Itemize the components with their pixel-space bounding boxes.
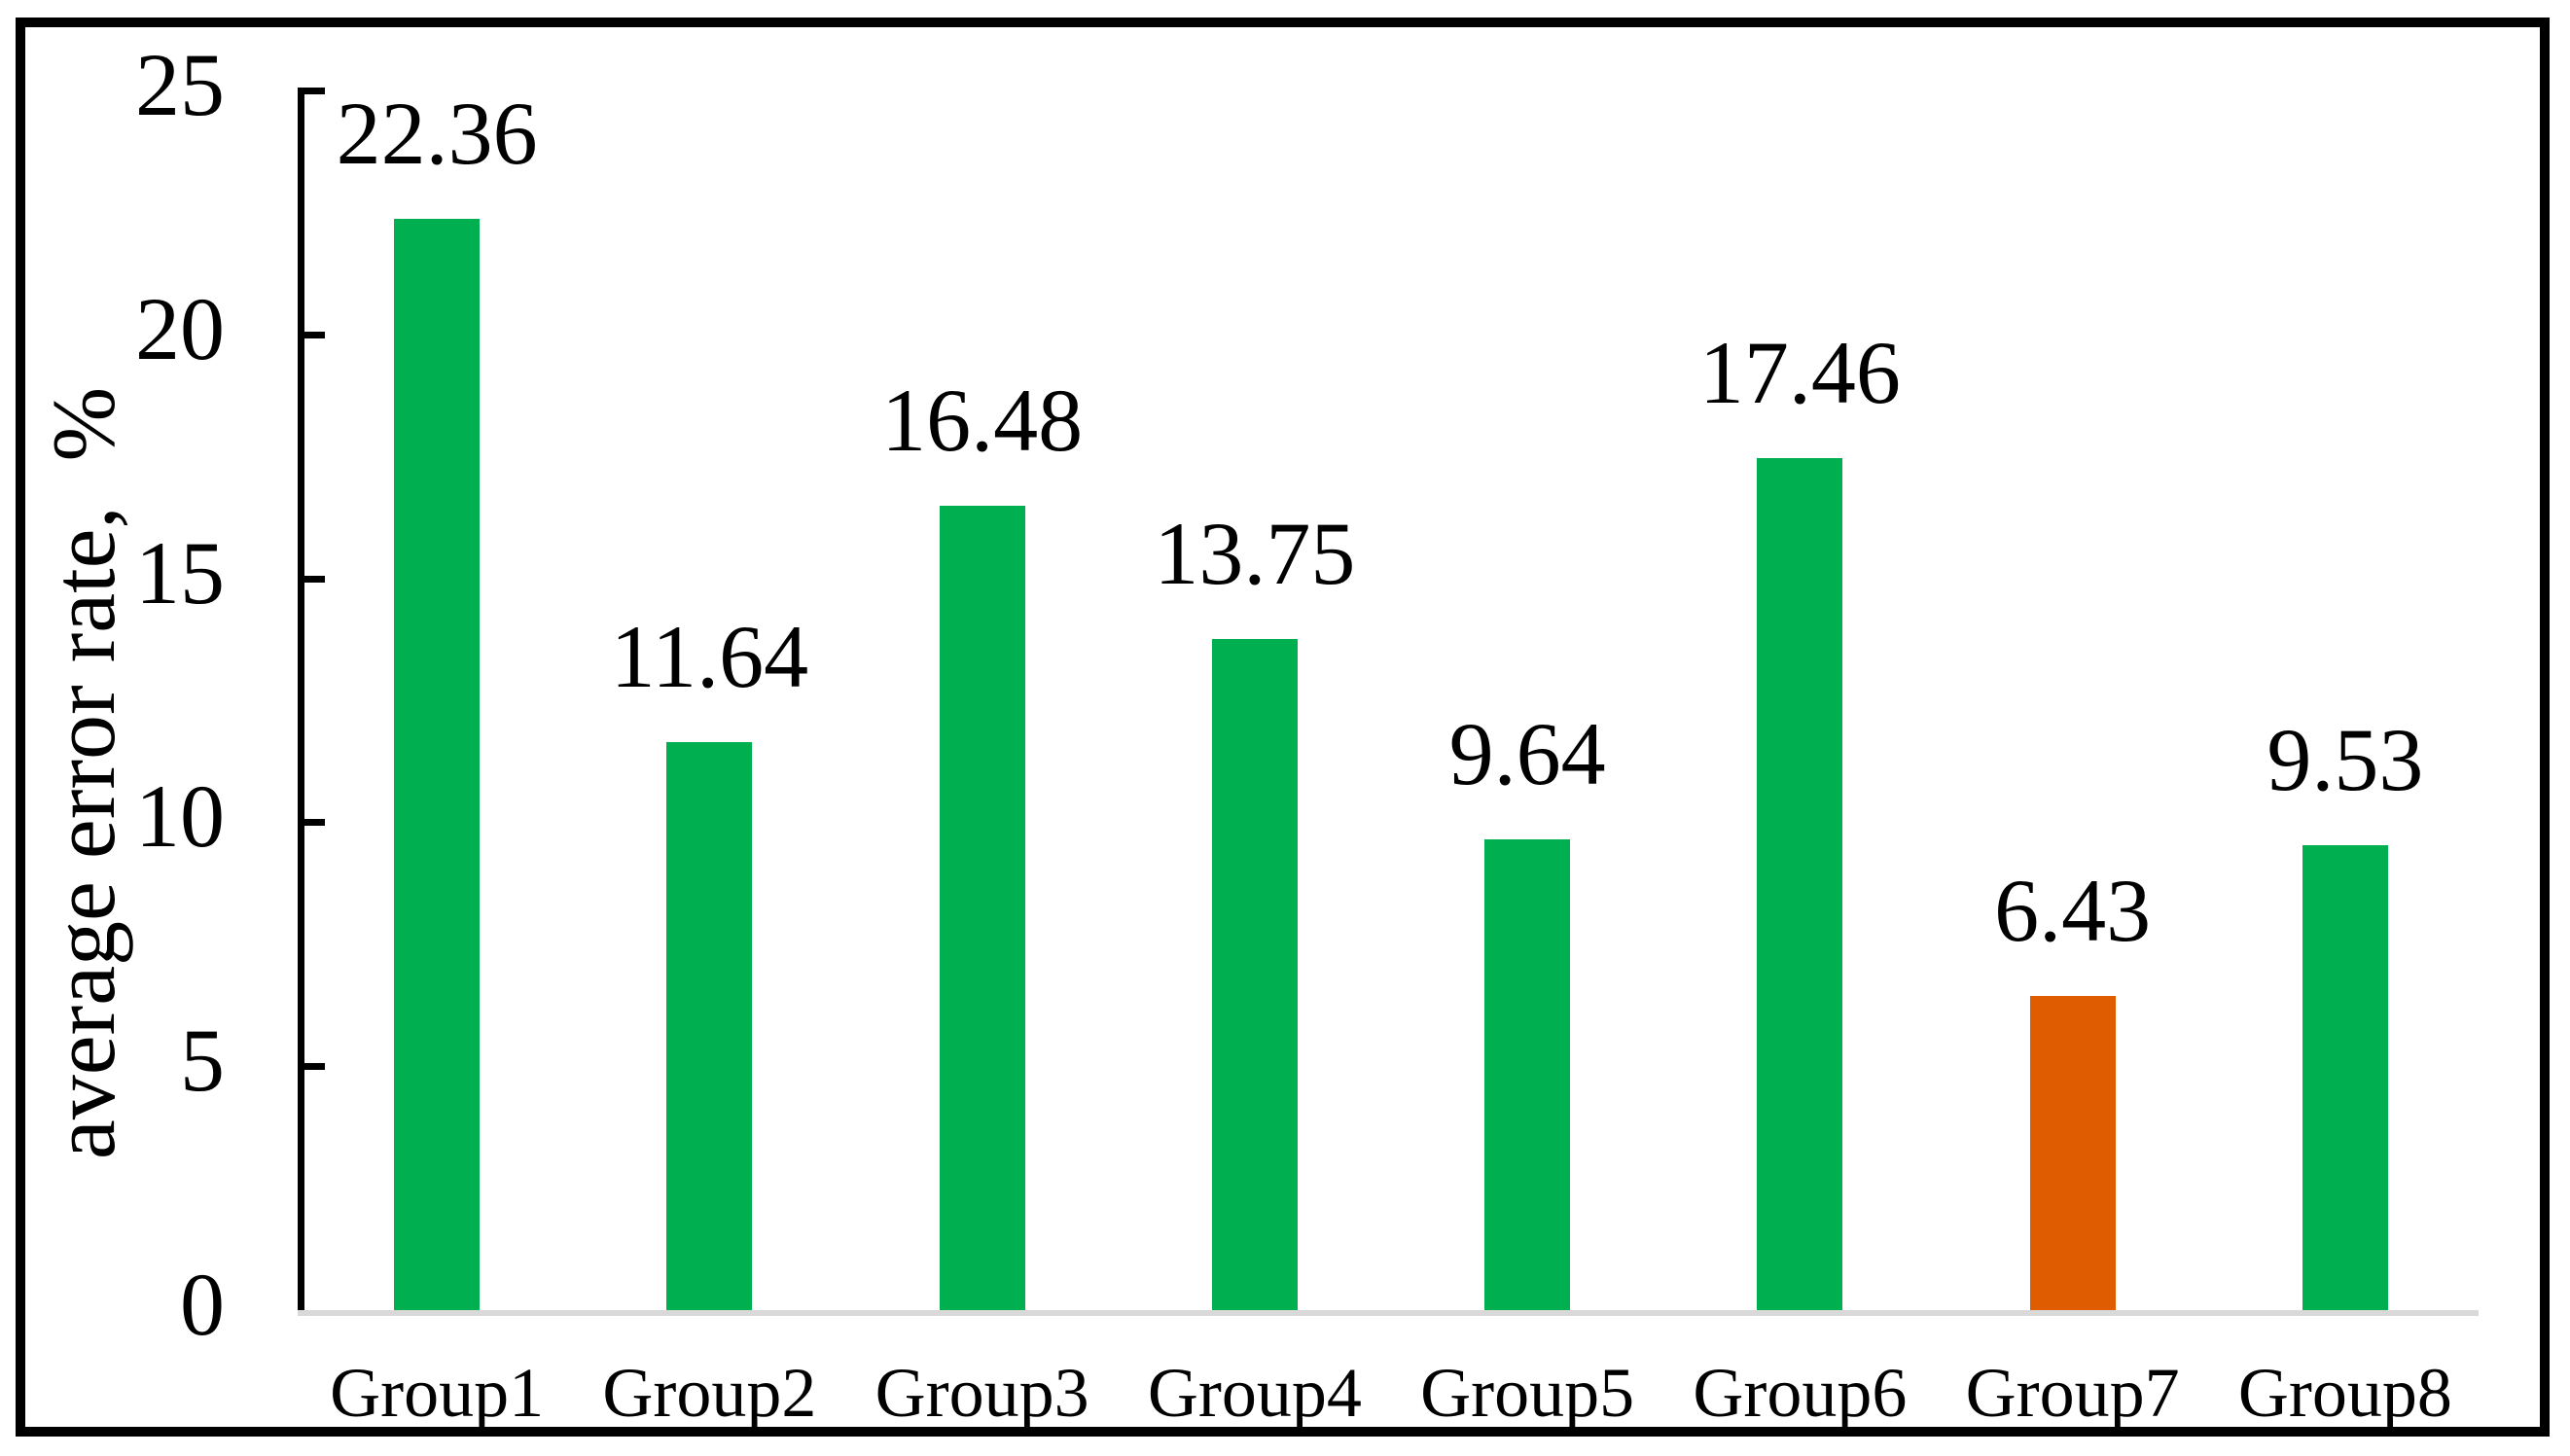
y-tick-label-15: 15 bbox=[135, 522, 225, 622]
value-label-group5: 9.64 bbox=[1448, 704, 1606, 803]
category-label-group8: Group8 bbox=[2237, 1354, 2452, 1432]
bar-group7 bbox=[2030, 996, 2116, 1310]
value-label-group2: 11.64 bbox=[610, 607, 809, 706]
y-tick-mark-5 bbox=[298, 1063, 325, 1071]
bar-group6 bbox=[1757, 458, 1842, 1310]
value-label-group4: 13.75 bbox=[1154, 504, 1356, 603]
value-label-group3: 16.48 bbox=[881, 371, 1084, 470]
x-axis-baseline bbox=[298, 1310, 2479, 1316]
y-tick-label-20: 20 bbox=[135, 278, 225, 378]
bar-group3 bbox=[940, 506, 1025, 1310]
value-label-group8: 9.53 bbox=[2267, 710, 2424, 809]
category-label-group5: Group5 bbox=[1420, 1354, 1635, 1432]
bar-group1 bbox=[394, 219, 480, 1310]
category-label-group2: Group2 bbox=[602, 1354, 817, 1432]
value-label-group7: 6.43 bbox=[1994, 861, 2152, 960]
value-label-group1: 22.36 bbox=[336, 84, 538, 183]
category-label-group3: Group3 bbox=[875, 1354, 1089, 1432]
chart-frame-border bbox=[16, 18, 2550, 1437]
y-tick-label-25: 25 bbox=[135, 35, 225, 134]
y-tick-label-10: 10 bbox=[135, 766, 225, 867]
y-tick-mark-15 bbox=[298, 575, 325, 583]
bar-group5 bbox=[1484, 839, 1570, 1310]
category-label-group6: Group6 bbox=[1693, 1354, 1908, 1432]
y-tick-mark-20 bbox=[298, 331, 325, 338]
y-tick-mark-25 bbox=[298, 88, 325, 94]
y-axis-line bbox=[298, 88, 304, 1316]
bar-group2 bbox=[666, 742, 752, 1310]
value-label-group6: 17.46 bbox=[1698, 323, 1901, 422]
y-tick-label-5: 5 bbox=[180, 1011, 225, 1111]
y-tick-label-0: 0 bbox=[180, 1255, 225, 1354]
category-label-group4: Group4 bbox=[1147, 1354, 1362, 1432]
y-tick-mark-10 bbox=[298, 819, 325, 827]
category-label-group1: Group1 bbox=[330, 1354, 545, 1432]
category-label-group7: Group7 bbox=[1965, 1354, 2180, 1432]
bar-group8 bbox=[2302, 845, 2388, 1310]
bar-group4 bbox=[1212, 639, 1298, 1310]
